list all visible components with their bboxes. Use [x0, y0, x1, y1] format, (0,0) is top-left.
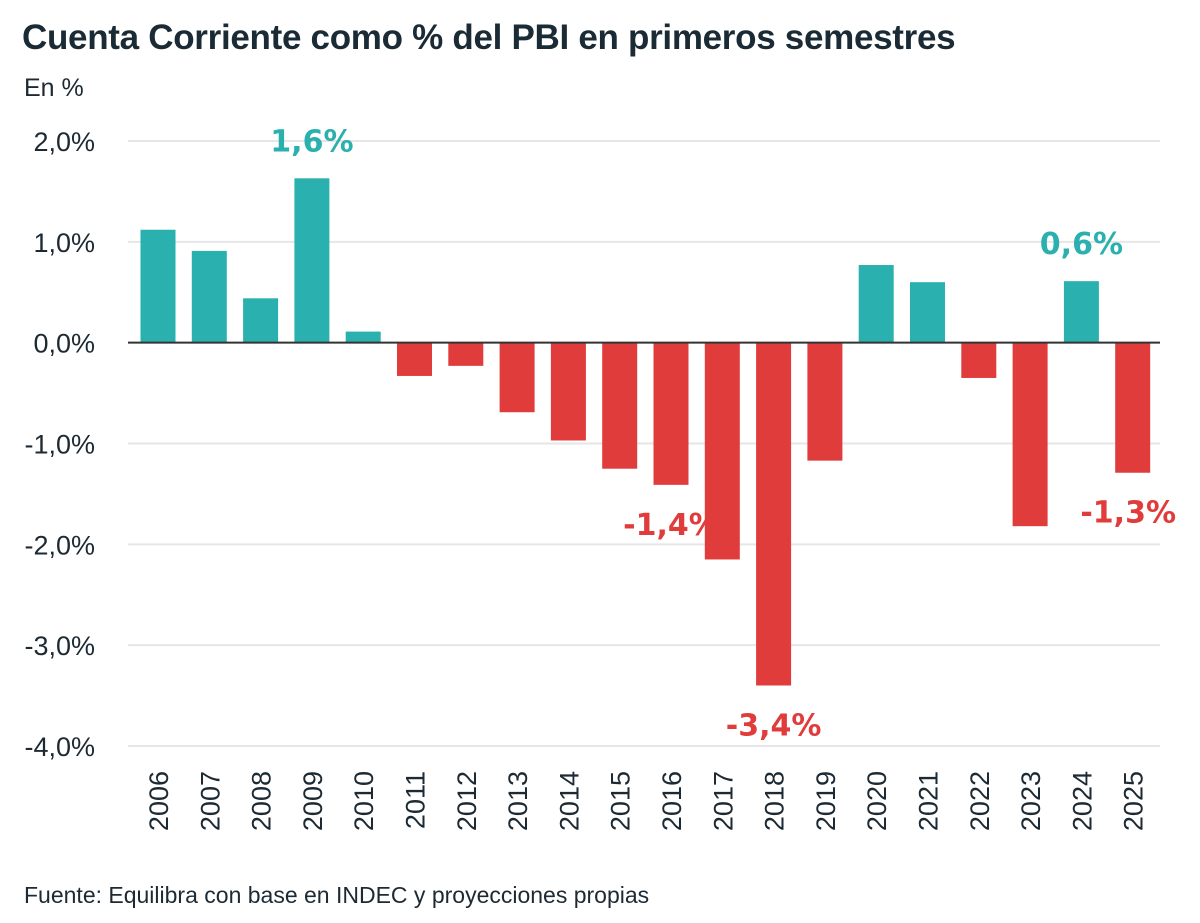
bar-2020 — [858, 265, 894, 343]
chart-title: Cuenta Corriente como % del PBI en prime… — [22, 18, 956, 57]
bar-2009 — [294, 178, 330, 343]
y-tick-label: -4,0% — [24, 732, 95, 762]
x-tick-label: 2020 — [862, 771, 892, 831]
x-tick-label: 2013 — [503, 771, 533, 831]
x-tick-label: 2021 — [914, 771, 944, 831]
bar-2012 — [448, 342, 484, 366]
y-tick-label: 2,0% — [33, 127, 95, 157]
y-tick-label: -1,0% — [24, 430, 95, 460]
data-label-2025: -1,3% — [1080, 496, 1176, 531]
bar-2007 — [191, 250, 227, 343]
x-tick-label: 2014 — [554, 771, 584, 831]
bar-2014 — [550, 342, 586, 441]
data-label-2009: 1,6% — [270, 124, 353, 159]
bar-2011 — [397, 342, 432, 376]
data-label-2018: -3,4% — [726, 709, 822, 744]
x-tick-label: 2015 — [606, 771, 636, 831]
x-tick-label: 2018 — [760, 771, 790, 831]
source-note: Fuente: Equilibra con base en INDEC y pr… — [24, 882, 650, 908]
y-axis-unit-label: En % — [24, 74, 84, 102]
bar-2015 — [602, 342, 638, 469]
bar-2008 — [243, 298, 279, 343]
x-tick-label: 2006 — [144, 771, 174, 831]
x-tick-label: 2024 — [1067, 771, 1097, 831]
x-tick-label: 2008 — [247, 771, 277, 831]
x-tick-label: 2022 — [965, 771, 995, 831]
bar-2023 — [1012, 342, 1048, 527]
y-tick-label: -3,0% — [24, 631, 95, 661]
x-tick-label: 2009 — [298, 771, 328, 831]
bar-2017 — [704, 342, 740, 560]
bar-2019 — [807, 342, 843, 461]
data-labels: 1,6% -1,4% -3,4% 0,6% -1,3% — [270, 124, 1176, 743]
bar-2006 — [140, 229, 176, 343]
bar-2010 — [345, 331, 381, 343]
bar-2013 — [499, 342, 535, 413]
bar-2021 — [910, 282, 945, 343]
bar-2018 — [756, 342, 792, 686]
y-axis-ticks: 2,0% 1,0% 0,0% -1,0% -2,0% -3,0% -4,0% — [24, 127, 95, 762]
y-tick-label: 1,0% — [33, 228, 95, 258]
x-tick-label: 2007 — [195, 771, 225, 831]
x-axis-ticks: 2006 2007 2008 2009 2010 2011 2012 2013 2014 2015… — [144, 771, 1149, 831]
x-tick-label: 2011 — [401, 771, 431, 829]
bar-2016 — [653, 342, 689, 485]
x-tick-label: 2016 — [657, 771, 687, 831]
x-tick-label: 2010 — [349, 771, 379, 831]
x-tick-label: 2025 — [1119, 771, 1149, 831]
bar-2025 — [1115, 342, 1151, 473]
x-tick-label: 2012 — [452, 771, 482, 831]
y-tick-label: 0,0% — [33, 329, 95, 359]
gridlines — [128, 140, 1160, 747]
x-tick-label: 2017 — [708, 771, 738, 831]
y-tick-label: -2,0% — [24, 530, 95, 560]
bar-2022 — [961, 342, 997, 378]
x-tick-label: 2019 — [811, 771, 841, 831]
x-tick-label: 2023 — [1016, 771, 1046, 831]
bars — [140, 178, 1151, 686]
data-label-2024: 0,6% — [1040, 227, 1123, 262]
data-label-2016: -1,4% — [623, 508, 719, 543]
bar-2024 — [1063, 281, 1099, 343]
